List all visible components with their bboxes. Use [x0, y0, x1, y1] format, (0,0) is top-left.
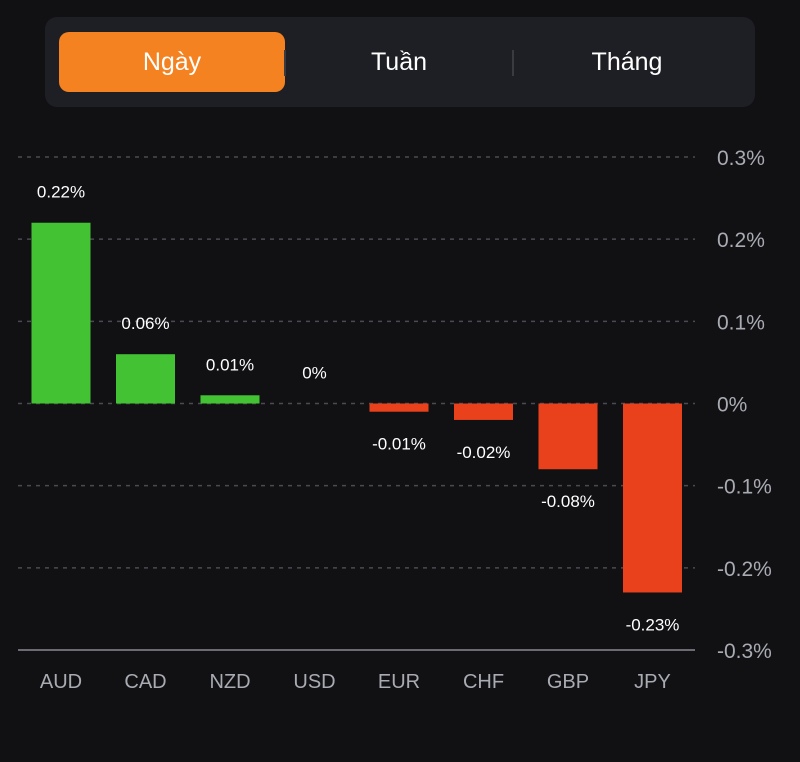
y-tick-label: 0.1%	[717, 311, 765, 334]
period-selector: Ngày Tuần Tháng	[45, 17, 755, 107]
bar-gbp	[538, 403, 598, 470]
bar-aud	[31, 222, 91, 404]
data-label-nzd: 0.01%	[206, 355, 254, 374]
y-tick-label: -0.3%	[717, 640, 772, 663]
data-label-cad: 0.06%	[121, 314, 169, 333]
category-label-eur: EUR	[378, 671, 420, 693]
category-label-usd: USD	[293, 671, 335, 693]
currency-change-chart: 0.3% 0.2% 0.1% 0% -0.1% -0.2% -0.3% 0.22% AUD 0.0…	[18, 147, 772, 693]
category-label-jpy: JPY	[634, 671, 671, 693]
bar-eur	[369, 403, 429, 412]
tab-month[interactable]: Tháng	[514, 32, 740, 92]
y-tick-label: 0.3%	[717, 147, 765, 170]
tab-week[interactable]: Tuần	[286, 32, 512, 92]
category-label-cad: CAD	[124, 671, 166, 693]
y-tick-label: -0.1%	[717, 476, 772, 499]
data-label-jpy: -0.23%	[626, 615, 680, 634]
data-label-chf: -0.02%	[457, 443, 511, 462]
bar-nzd	[200, 395, 260, 404]
data-label-eur: -0.01%	[372, 435, 426, 454]
tab-divider	[512, 50, 514, 76]
category-label-gbp: GBP	[547, 671, 589, 693]
category-label-nzd: NZD	[209, 671, 250, 693]
category-label-aud: AUD	[40, 671, 82, 693]
category-label-chf: CHF	[463, 671, 504, 693]
bar-cad	[116, 354, 175, 404]
bar-chf	[454, 403, 513, 420]
y-tick-label: -0.2%	[717, 558, 772, 581]
bar-jpy	[623, 403, 682, 593]
data-label-usd: 0%	[302, 364, 327, 383]
tab-day[interactable]: Ngày	[59, 32, 285, 92]
data-label-aud: 0.22%	[37, 183, 85, 202]
data-label-gbp: -0.08%	[541, 492, 595, 511]
tab-divider	[284, 50, 286, 76]
y-tick-label: 0.2%	[717, 229, 765, 252]
y-tick-label: 0%	[717, 394, 747, 417]
